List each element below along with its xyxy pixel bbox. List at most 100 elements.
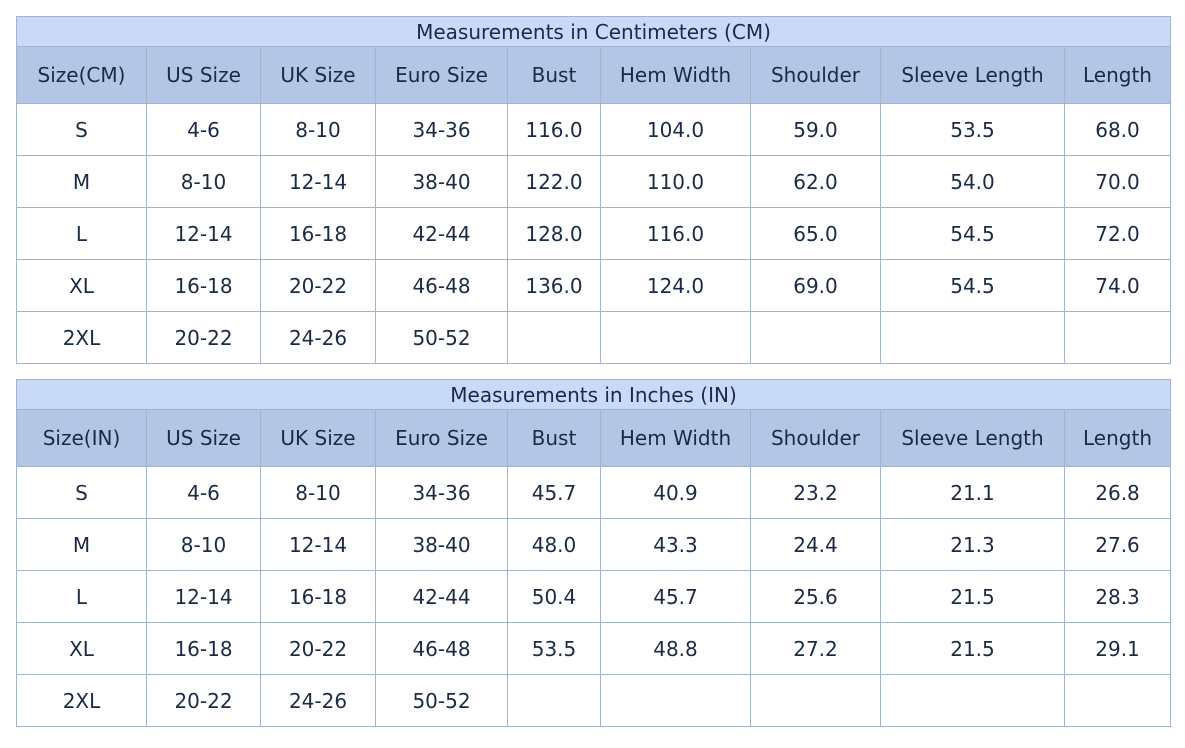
cell: XL <box>16 259 147 312</box>
cell: 28.3 <box>1063 570 1172 623</box>
cell: 8-10 <box>260 103 376 156</box>
cell: 8-10 <box>146 155 261 208</box>
cell: S <box>16 466 147 519</box>
empty-cell <box>880 674 1065 727</box>
cell: S <box>16 103 147 156</box>
cell: 24.4 <box>750 518 881 571</box>
empty-cell <box>1064 311 1171 364</box>
cell: 48.0 <box>507 518 601 571</box>
empty-cell <box>750 674 881 727</box>
cell: 50.4 <box>507 570 601 623</box>
cell: 27.6 <box>1063 518 1172 571</box>
cell: 26.8 <box>1063 466 1172 519</box>
cell: 116.0 <box>600 207 751 260</box>
header-cell: Euro Size <box>375 46 508 104</box>
cell: M <box>16 155 147 208</box>
cell: 68.0 <box>1064 103 1171 156</box>
empty-cell <box>880 311 1065 364</box>
body-row: XL 16-18 20-22 46-48 53.5 48.8 27.2 21.5 29.1 <box>16 622 1172 675</box>
header-cell: US Size <box>146 46 261 104</box>
table-title: Measurements in Inches (IN) <box>15 379 1172 410</box>
cell: 12-14 <box>146 207 261 260</box>
cell: 45.7 <box>600 570 751 623</box>
header-row: Size(CM) US Size UK Size Euro Size Bust Hem W… <box>16 46 1171 104</box>
cell: 21.5 <box>880 622 1065 675</box>
cell: 116.0 <box>507 103 601 156</box>
cell: 124.0 <box>600 259 751 312</box>
cell: 25.6 <box>750 570 881 623</box>
cell: 48.8 <box>600 622 751 675</box>
cell: 46-48 <box>375 259 508 312</box>
cell: 21.3 <box>880 518 1065 571</box>
header-cell: Bust <box>507 46 601 104</box>
cell: 54.5 <box>880 259 1065 312</box>
header-cell: Size(IN) <box>16 409 147 467</box>
cell: 50-52 <box>375 311 508 364</box>
cell: 29.1 <box>1063 622 1172 675</box>
cell: 27.2 <box>750 622 881 675</box>
cell: 74.0 <box>1064 259 1171 312</box>
header-cell: Shoulder <box>750 46 881 104</box>
header-cell: Sleeve Length <box>880 409 1065 467</box>
cell: 128.0 <box>507 207 601 260</box>
body-row: 2XL 20-22 24-26 50-52 <box>16 674 1172 727</box>
empty-cell <box>507 311 601 364</box>
header-row: Size(IN) US Size UK Size Euro Size Bust Hem W… <box>16 409 1172 467</box>
body-row: S 4-6 8-10 34-36 45.7 40.9 23.2 21.1 26.8 <box>16 466 1172 519</box>
cell: 34-36 <box>375 466 508 519</box>
cell: 21.1 <box>880 466 1065 519</box>
cell: 2XL <box>16 674 147 727</box>
cell: 34-36 <box>375 103 508 156</box>
table-title: Measurements in Centimeters (CM) <box>16 16 1171 47</box>
empty-cell <box>600 311 751 364</box>
cell: 23.2 <box>750 466 881 519</box>
cell: 53.5 <box>507 622 601 675</box>
cell: 42-44 <box>375 207 508 260</box>
header-cell: UK Size <box>260 46 376 104</box>
cell: 70.0 <box>1064 155 1171 208</box>
header-cell: Sleeve Length <box>880 46 1065 104</box>
cell: 16-18 <box>146 622 261 675</box>
body-row: M 8-10 12-14 38-40 48.0 43.3 24.4 21.3 27.6 <box>16 518 1172 571</box>
cell: 43.3 <box>600 518 751 571</box>
cell: 21.5 <box>880 570 1065 623</box>
cell: 59.0 <box>750 103 881 156</box>
title-row: Measurements in Inches (IN) <box>15 379 1172 410</box>
cell: 12-14 <box>260 155 376 208</box>
cell: 12-14 <box>146 570 261 623</box>
cell: 62.0 <box>750 155 881 208</box>
body-row: L 12-14 16-18 42-44 50.4 45.7 25.6 21.5 28.3 <box>16 570 1172 623</box>
cell: 4-6 <box>146 466 261 519</box>
cell: 20-22 <box>146 311 261 364</box>
empty-cell <box>750 311 881 364</box>
cell: M <box>16 518 147 571</box>
size-table: Measurements in Inches (IN) Size(IN) US Si… <box>15 379 1172 727</box>
header-cell: Length <box>1064 46 1171 104</box>
cell: 16-18 <box>146 259 261 312</box>
body-row: 2XL 20-22 24-26 50-52 <box>16 311 1171 364</box>
cell: 54.5 <box>880 207 1065 260</box>
cell: L <box>16 207 147 260</box>
cell: 38-40 <box>375 518 508 571</box>
header-cell: Hem Width <box>600 46 751 104</box>
cell: 110.0 <box>600 155 751 208</box>
cell: 8-10 <box>260 466 376 519</box>
size-table: Measurements in Centimeters (CM) Size(CM)… <box>16 16 1171 364</box>
header-cell: US Size <box>146 409 261 467</box>
empty-cell <box>1063 674 1172 727</box>
cell: 40.9 <box>600 466 751 519</box>
body-row: M 8-10 12-14 38-40 122.0 110.0 62.0 54.0 70.0 <box>16 155 1171 208</box>
header-cell: Bust <box>507 409 601 467</box>
cell: 45.7 <box>507 466 601 519</box>
empty-cell <box>507 674 601 727</box>
cell: 24-26 <box>260 674 376 727</box>
cell: 50-52 <box>375 674 508 727</box>
empty-cell <box>600 674 751 727</box>
cell: 20-22 <box>260 622 376 675</box>
header-cell: Length <box>1063 409 1172 467</box>
cell: 53.5 <box>880 103 1065 156</box>
cell: 65.0 <box>750 207 881 260</box>
cell: 16-18 <box>260 207 376 260</box>
cell: 136.0 <box>507 259 601 312</box>
